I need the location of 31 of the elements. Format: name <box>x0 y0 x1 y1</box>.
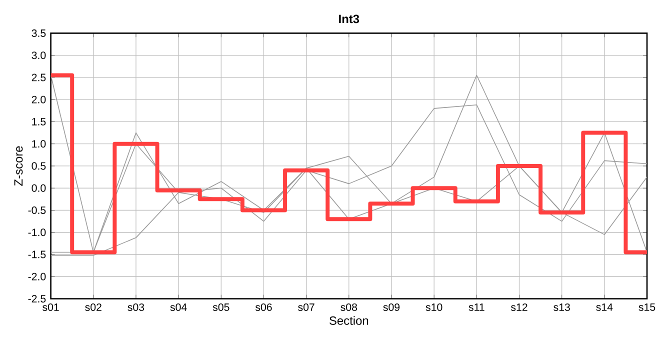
y-tick-label: -1.5 <box>28 251 46 258</box>
x-tick-label: s02 <box>85 304 102 312</box>
y-tick-label: -1.0 <box>28 228 46 236</box>
x-tick-label: s06 <box>255 304 272 312</box>
y-tick-label: 2.5 <box>32 74 46 82</box>
x-tick-label: s13 <box>554 304 570 312</box>
y-tick-label: 1.0 <box>32 140 46 148</box>
y-tick-label: 3.0 <box>32 52 46 60</box>
y-tick-label: 0.0 <box>32 184 46 192</box>
chart-title: Int3 <box>339 14 360 24</box>
x-tick-label: s04 <box>170 304 187 312</box>
y-tick-label: 1.5 <box>32 118 46 126</box>
x-tick-label: s14 <box>596 304 613 312</box>
x-tick-label: s08 <box>340 304 357 312</box>
x-tick-label: s05 <box>212 304 230 312</box>
x-tick-label: s15 <box>638 304 656 312</box>
x-tick-label: s12 <box>510 304 528 312</box>
x-tick-label: s10 <box>426 304 442 312</box>
y-tick-label: 2.0 <box>32 96 46 104</box>
x-tick-label: s03 <box>128 304 144 312</box>
x-tick-label: s09 <box>383 304 400 312</box>
y-axis-title: Z-score <box>14 146 23 186</box>
x-tick-label: s11 <box>468 304 484 312</box>
y-tick-label: 3.5 <box>32 30 46 38</box>
x-axis-title: Section <box>330 316 368 326</box>
x-tick-label: s07 <box>298 304 314 312</box>
y-tick-label: -2.5 <box>28 295 46 303</box>
y-tick-label: -2.0 <box>28 273 46 281</box>
y-tick-label: -0.5 <box>28 206 46 214</box>
x-tick-label: s01 <box>42 304 59 312</box>
y-tick-label: 0.5 <box>32 162 46 170</box>
